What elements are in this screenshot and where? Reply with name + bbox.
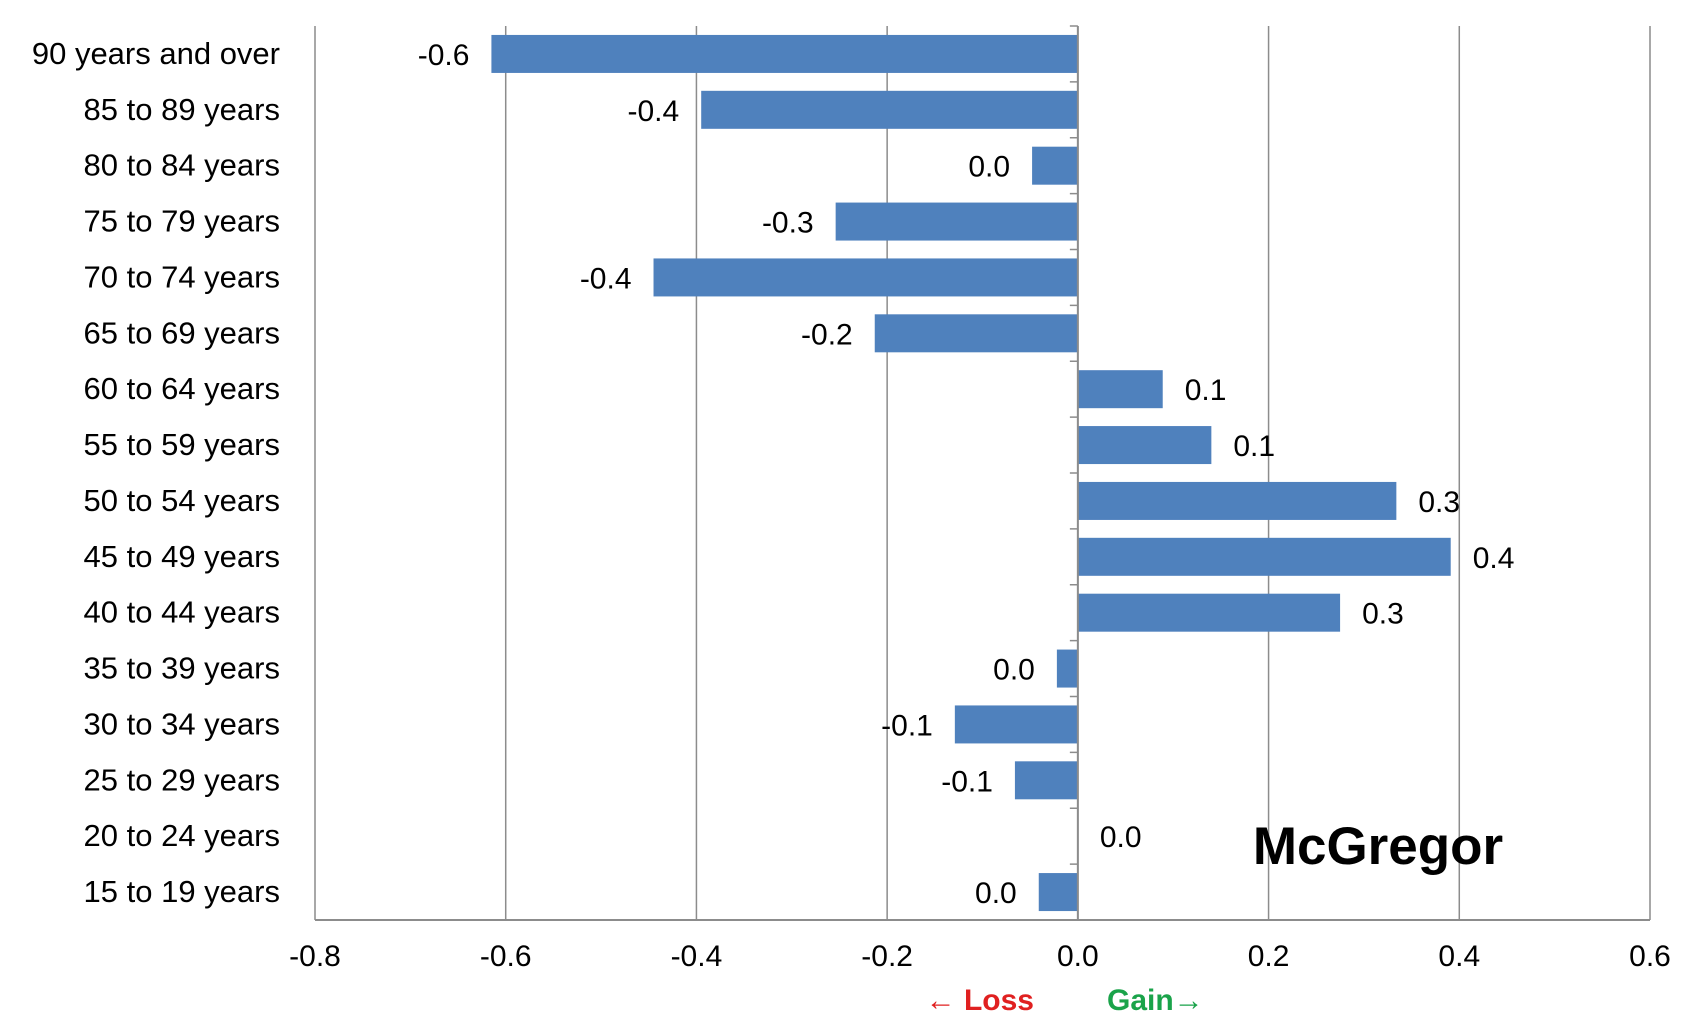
- bar: [653, 258, 1078, 297]
- category-label: 90 years and over: [32, 36, 280, 71]
- bar: [954, 705, 1078, 744]
- gain-annotation: Gain→: [1107, 984, 1204, 1011]
- labels: -0.8 -0.6 -0.4 -0.2 0.0 0.2 0.4 0.6 90 years and…: [32, 36, 1671, 973]
- bar: [1038, 873, 1078, 912]
- chart-title: McGregor: [1253, 817, 1503, 876]
- category-label: 55 to 59 years: [84, 427, 280, 462]
- x-tick-label: 0.0: [1057, 940, 1099, 973]
- data-label: -0.1: [881, 709, 933, 742]
- bar: [1077, 426, 1212, 465]
- bar: [1077, 593, 1341, 632]
- category-label: 65 to 69 years: [84, 315, 280, 350]
- data-label: -0.1: [941, 765, 993, 798]
- data-label: -0.3: [762, 207, 814, 240]
- category-label: 20 to 24 years: [84, 818, 280, 853]
- bar: [1032, 146, 1078, 185]
- data-label: -0.4: [627, 95, 679, 128]
- bar: [874, 314, 1078, 353]
- category-label: 40 to 44 years: [84, 595, 280, 630]
- data-label: 0.4: [1473, 542, 1515, 575]
- data-label: -0.4: [580, 262, 632, 295]
- data-label: 0.0: [993, 654, 1035, 687]
- category-label: 70 to 74 years: [84, 259, 280, 294]
- data-label: 0.0: [1100, 821, 1142, 854]
- bar: [835, 202, 1078, 241]
- x-tick-label: -0.2: [861, 940, 913, 973]
- bar: [1077, 370, 1163, 409]
- bar: [701, 90, 1078, 129]
- category-label: 50 to 54 years: [84, 483, 280, 518]
- data-label: 0.3: [1362, 598, 1404, 631]
- data-label: 0.3: [1418, 486, 1460, 519]
- bar: [1056, 649, 1078, 688]
- x-tick-label: 0.6: [1629, 940, 1671, 973]
- category-label: 30 to 34 years: [84, 706, 280, 741]
- category-label: 85 to 89 years: [84, 92, 280, 127]
- category-label: 60 to 64 years: [84, 371, 280, 406]
- data-label: 0.1: [1185, 374, 1227, 407]
- category-label: 15 to 19 years: [84, 874, 280, 909]
- bar: [1077, 481, 1397, 520]
- data-label: -0.2: [801, 318, 853, 351]
- x-tick-label: 0.2: [1248, 940, 1290, 973]
- x-tick-label: -0.6: [480, 940, 532, 973]
- data-label: 0.1: [1233, 430, 1275, 463]
- data-label: 0.0: [975, 877, 1017, 910]
- axes: [315, 25, 1650, 921]
- category-label: 80 to 84 years: [84, 148, 280, 183]
- data-label: 0.0: [968, 151, 1010, 184]
- data-label: -0.6: [418, 39, 470, 72]
- category-label: 75 to 79 years: [84, 204, 280, 239]
- bar: [1077, 537, 1451, 576]
- category-label: 25 to 29 years: [84, 762, 280, 797]
- x-tick-label: -0.8: [289, 940, 341, 973]
- x-tick-label: 0.4: [1438, 940, 1480, 973]
- bar: [1014, 761, 1078, 800]
- bars: [491, 34, 1451, 912]
- loss-annotation: ← Loss: [926, 984, 1034, 1011]
- x-tick-label: -0.4: [671, 940, 723, 973]
- bar: [491, 34, 1078, 73]
- category-label: 35 to 39 years: [84, 651, 280, 686]
- category-label: 45 to 49 years: [84, 539, 280, 574]
